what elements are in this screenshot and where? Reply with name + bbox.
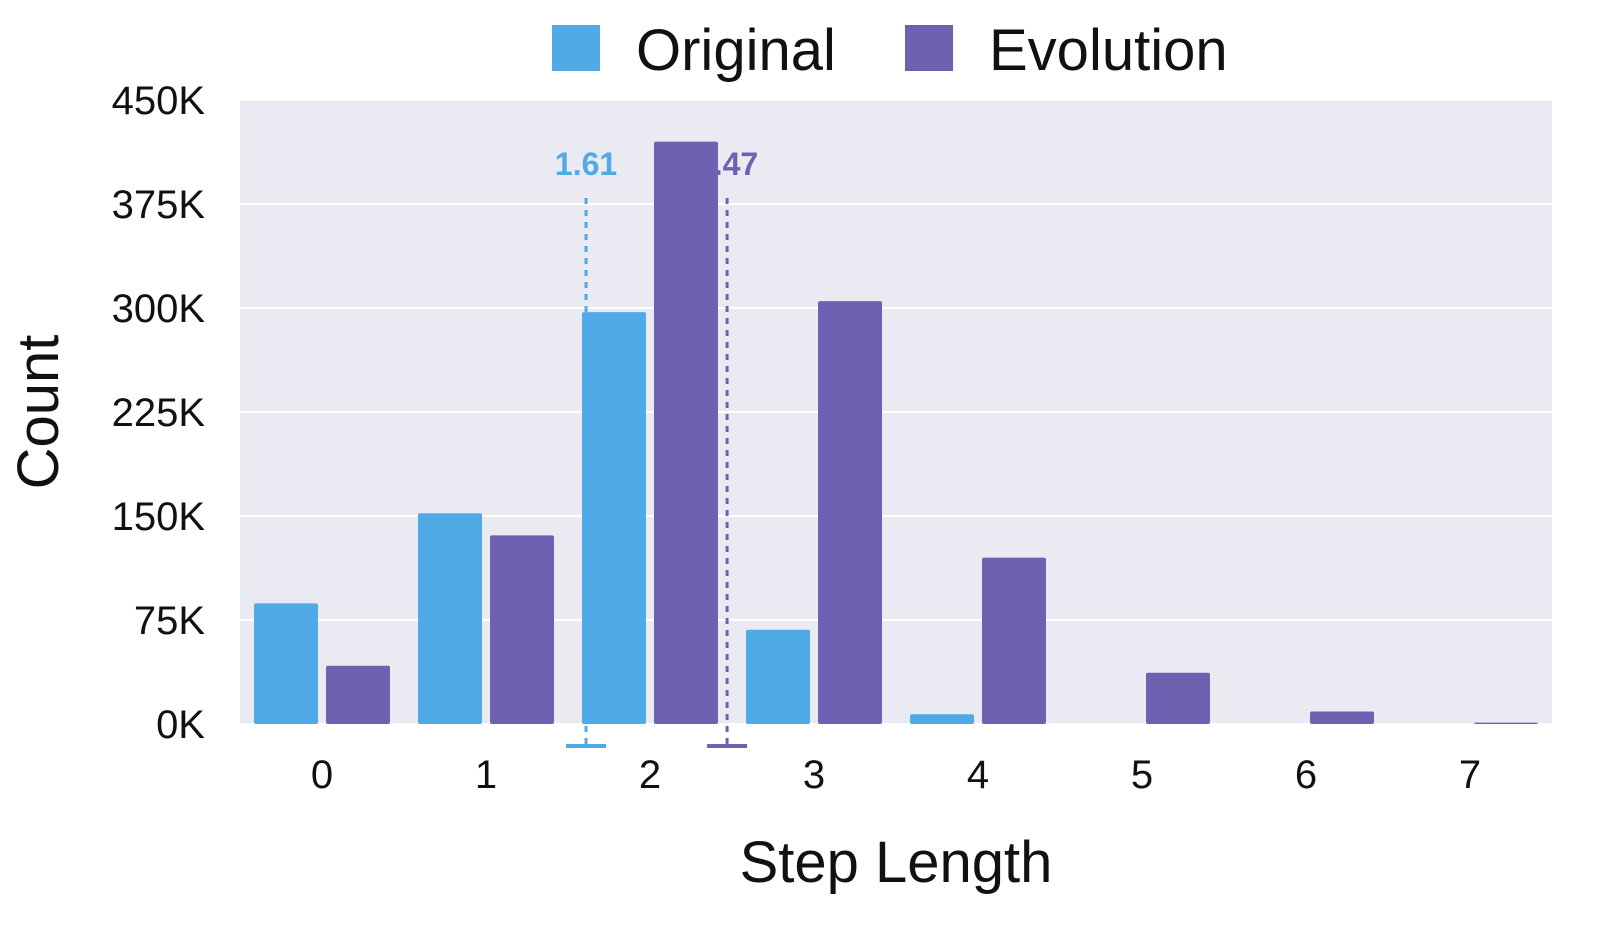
x-tick-label: 0 bbox=[311, 753, 333, 797]
y-tick-label: 150K bbox=[112, 495, 206, 539]
bar-evolution-2 bbox=[654, 141, 718, 725]
y-tick-label: 225K bbox=[112, 391, 206, 435]
legend-label: Evolution bbox=[989, 18, 1228, 83]
y-tick-label: 300K bbox=[112, 287, 206, 331]
legend-swatch bbox=[905, 25, 953, 71]
bar-original-1 bbox=[418, 513, 482, 724]
bar-evolution-4 bbox=[982, 557, 1046, 724]
bar-original-4 bbox=[910, 714, 974, 724]
y-axis-title: Count bbox=[6, 335, 71, 490]
mean-markers: 1.61 2.47 bbox=[555, 146, 758, 748]
x-tick-label: 3 bbox=[803, 753, 825, 797]
bar-evolution-5 bbox=[1146, 672, 1210, 724]
x-tick-label: 7 bbox=[1459, 753, 1481, 797]
bars bbox=[254, 141, 1538, 725]
x-tick-label: 6 bbox=[1295, 753, 1317, 797]
x-tick-label: 1 bbox=[475, 753, 497, 797]
legend-swatch bbox=[552, 25, 600, 71]
bar-evolution-3 bbox=[818, 301, 882, 724]
x-axis-title: Step Length bbox=[740, 830, 1053, 895]
legend: Original Evolution bbox=[552, 18, 1228, 83]
y-tick-label: 0K bbox=[156, 703, 205, 747]
bar-original-0 bbox=[254, 603, 318, 724]
y-tick-label: 75K bbox=[134, 599, 205, 643]
mean-label: 1.61 bbox=[555, 146, 617, 182]
mean-label: 2.47 bbox=[696, 146, 758, 182]
y-axis-ticks: 0K 75K 150K 225K 300K 375K 450K bbox=[112, 79, 206, 747]
y-tick-label: 375K bbox=[112, 183, 206, 227]
bar-evolution-1 bbox=[490, 535, 554, 724]
x-tick-label: 2 bbox=[639, 753, 661, 797]
bar-evolution-0 bbox=[326, 665, 390, 724]
legend-label: Original bbox=[636, 18, 836, 83]
x-tick-label: 5 bbox=[1131, 753, 1153, 797]
x-axis-ticks: 0 1 2 3 4 5 6 7 bbox=[311, 753, 1481, 797]
bar-evolution-6 bbox=[1310, 711, 1374, 724]
y-tick-label: 450K bbox=[112, 79, 206, 123]
bar-evolution-7 bbox=[1474, 722, 1538, 724]
bar-original-3 bbox=[746, 629, 810, 724]
x-tick-label: 4 bbox=[967, 753, 989, 797]
bar-original-2 bbox=[582, 312, 646, 724]
